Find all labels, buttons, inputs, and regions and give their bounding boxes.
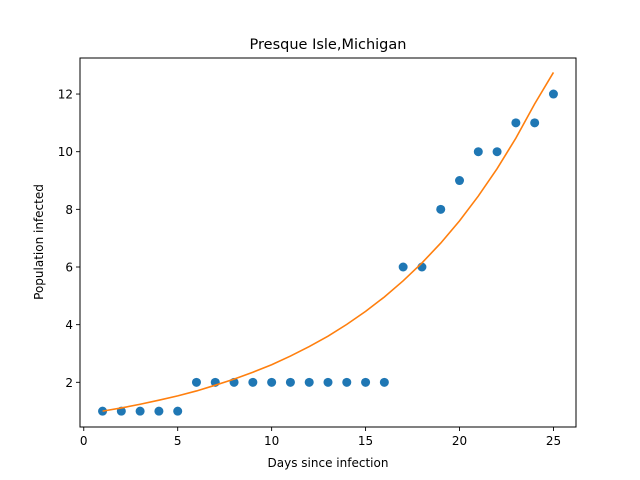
scatter-point-19	[436, 204, 446, 214]
y-tick-label: 4	[65, 318, 73, 332]
scatter-point-16	[379, 377, 389, 387]
scatter-point-12	[304, 377, 314, 387]
scatter-point-24	[530, 118, 540, 128]
y-tick-label: 12	[58, 88, 73, 102]
scatter-point-5	[173, 406, 183, 416]
scatter-point-9	[248, 377, 258, 387]
y-axis-label: Population infected	[32, 184, 46, 300]
scatter-point-25	[548, 89, 558, 99]
y-tick-label: 8	[65, 203, 73, 217]
x-tick-label: 5	[174, 434, 182, 448]
scatter-point-23	[511, 118, 521, 128]
fit-curve-line	[102, 71, 555, 412]
scatter-point-13	[323, 377, 333, 387]
x-tick-label: 25	[546, 434, 561, 448]
scatter-point-15	[361, 377, 371, 387]
scatter-point-22	[492, 147, 502, 157]
x-tick-label: 0	[80, 434, 88, 448]
scatter-point-10	[267, 377, 277, 387]
scatter-point-20	[455, 176, 465, 186]
y-axis-ticks: 2 4 6 8 10 12	[58, 88, 80, 390]
y-tick-label: 6	[65, 261, 73, 275]
y-tick-label: 2	[65, 376, 73, 390]
scatter-point-4	[154, 406, 164, 416]
x-axis-ticks: 0 5 10 15 20 25	[80, 427, 561, 448]
chart-title: Presque Isle,Michigan	[250, 37, 407, 53]
x-axis-label: Days since infection	[268, 456, 389, 470]
scatter-point-21	[473, 147, 483, 157]
x-tick-label: 15	[358, 434, 373, 448]
scatter-point-17	[398, 262, 408, 272]
scatter-point-14	[342, 377, 352, 387]
scatter-point-6	[191, 377, 201, 387]
scatter-point-3	[135, 406, 145, 416]
x-tick-label: 10	[264, 434, 279, 448]
x-tick-label: 20	[452, 434, 467, 448]
plot-area	[98, 71, 558, 416]
plot-frame	[79, 57, 577, 428]
y-tick-label: 10	[58, 145, 73, 159]
scatter-point-11	[285, 377, 295, 387]
